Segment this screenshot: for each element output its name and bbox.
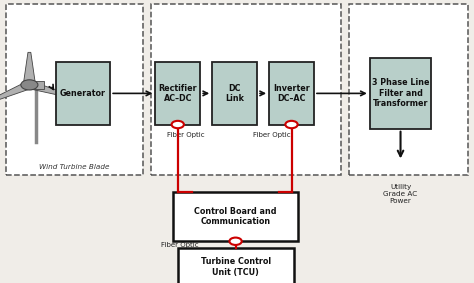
- Text: Fiber Optic: Fiber Optic: [253, 132, 290, 138]
- Bar: [6, 4, 143, 175]
- Bar: [29, 81, 44, 89]
- Polygon shape: [0, 82, 33, 104]
- Text: Fiber Optic: Fiber Optic: [161, 242, 199, 248]
- Text: Turbine Control
Unit (TCU): Turbine Control Unit (TCU): [201, 257, 271, 276]
- Circle shape: [285, 121, 298, 128]
- Polygon shape: [27, 82, 79, 99]
- Text: Generator: Generator: [60, 89, 106, 98]
- Text: Inverter
DC–AC: Inverter DC–AC: [273, 84, 310, 103]
- Polygon shape: [23, 52, 36, 85]
- Bar: [151, 4, 341, 175]
- Text: Control Board and
Communication: Control Board and Communication: [194, 207, 277, 226]
- Text: Utility
Grade AC
Power: Utility Grade AC Power: [383, 184, 418, 204]
- Circle shape: [172, 121, 184, 128]
- Text: Fiber Optic: Fiber Optic: [167, 132, 205, 138]
- Bar: [155, 62, 200, 125]
- Bar: [370, 58, 431, 129]
- Text: Rectifier
AC–DC: Rectifier AC–DC: [158, 84, 197, 103]
- Bar: [349, 4, 468, 175]
- Bar: [56, 62, 110, 125]
- Text: 3 Phase Line
Filter and
Transformer: 3 Phase Line Filter and Transformer: [372, 78, 429, 108]
- Circle shape: [229, 238, 242, 245]
- Bar: [269, 62, 314, 125]
- Bar: [177, 248, 293, 283]
- Text: DC
Link: DC Link: [225, 84, 244, 103]
- Circle shape: [21, 80, 38, 90]
- Text: Wind Turbine Blade: Wind Turbine Blade: [39, 164, 109, 170]
- Bar: [212, 62, 257, 125]
- Bar: [173, 192, 299, 241]
